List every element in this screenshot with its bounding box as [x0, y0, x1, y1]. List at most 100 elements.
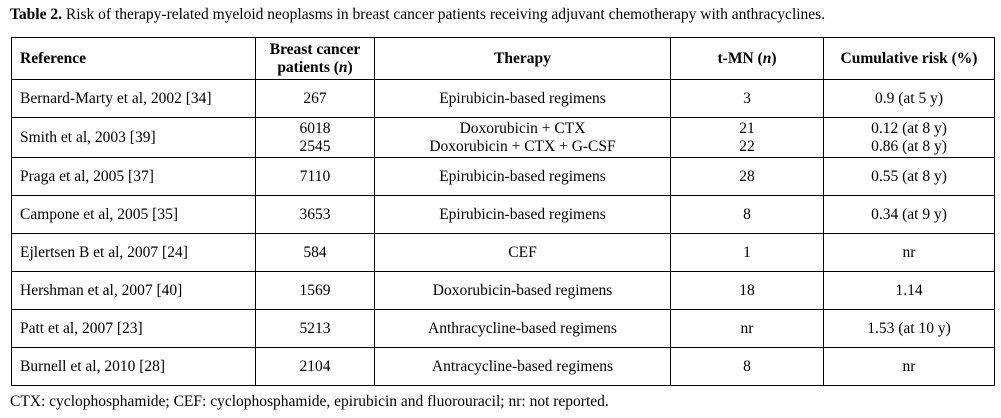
cell-therapy-line: CEF	[508, 244, 537, 261]
table-row: Praga et al, 2005 [37] 7110 Epirubicin-bas…	[11, 157, 995, 196]
cell-tmn-line: 8	[743, 358, 751, 375]
cell-tmn-line: 28	[739, 168, 755, 185]
cell-cumulative-risk: 0.9 (at 5 y)	[823, 79, 995, 118]
header-cumulative-risk: Cumulative risk (%)	[823, 37, 995, 80]
cell-patients: 5213	[255, 309, 375, 348]
cell-cumulative-risk-line: nr	[902, 358, 916, 375]
cell-cumulative-risk-line: 0.34 (at 9 y)	[871, 206, 947, 223]
cell-patients-line: 267	[303, 90, 327, 107]
cell-therapy-line: Epirubicin-based regimens	[439, 206, 606, 223]
cell-patients-line: 3653	[299, 206, 331, 223]
cell-reference: Campone et al, 2005 [35]	[11, 195, 256, 234]
cell-reference: Bernard-Marty et al, 2002 [34]	[11, 79, 256, 118]
cell-therapy: Epirubicin-based regimens	[374, 195, 671, 234]
cell-therapy: Doxorubicin-based regimens	[374, 271, 671, 310]
cell-reference: Hershman et al, 2007 [40]	[11, 271, 256, 310]
cell-cumulative-risk: nr	[823, 233, 995, 272]
cell-tmn: 3	[670, 79, 824, 118]
table-row: Patt et al, 2007 [23] 5213 Anthracycline-b…	[11, 309, 995, 348]
cell-cumulative-risk-line: 0.12 (at 8 y)	[871, 119, 947, 137]
cell-cumulative-risk-line: 1.53 (at 10 y)	[867, 320, 951, 337]
cell-therapy: Anthracycline-based regimens	[374, 309, 671, 348]
cell-patients: 7110	[255, 157, 375, 196]
cell-tmn: nr	[670, 309, 824, 348]
cell-patients: 267	[255, 79, 375, 118]
cell-therapy: Epirubicin-based regimens	[374, 157, 671, 196]
cell-tmn-line: 21	[739, 119, 755, 137]
table-row: Bernard-Marty et al, 2002 [34] 267 Epirubi…	[11, 79, 995, 118]
cell-therapy-line: Doxorubicin-based regimens	[432, 282, 613, 299]
cell-patients-line: 2104	[299, 358, 331, 375]
cell-tmn: 21 22	[670, 117, 824, 158]
header-patients-line2-post: )	[347, 58, 353, 76]
header-tmn: t-MN (n)	[670, 37, 824, 80]
cell-patients: 2104	[255, 347, 375, 386]
cell-tmn: 28	[670, 157, 824, 196]
cell-tmn-line: nr	[740, 320, 754, 337]
header-patients-line1: Breast cancer	[269, 40, 361, 58]
cell-tmn-line: 18	[739, 282, 755, 299]
cell-therapy-line: Epirubicin-based regimens	[439, 168, 606, 185]
header-reference: Reference	[11, 37, 256, 80]
cell-cumulative-risk: nr	[823, 347, 995, 386]
cell-patients-line: 6018	[299, 119, 331, 137]
table-caption-label: Table 2.	[10, 6, 62, 23]
cell-therapy-line: Anthracycline-based regimens	[428, 320, 617, 337]
cell-therapy-line: Antracycline-based regimens	[431, 358, 614, 375]
cell-tmn-line: 1	[743, 244, 751, 261]
cell-reference: Patt et al, 2007 [23]	[11, 309, 256, 348]
cell-patients-line: 1569	[299, 282, 331, 299]
cell-reference: Praga et al, 2005 [37]	[11, 157, 256, 196]
cell-cumulative-risk-line: 0.86 (at 8 y)	[871, 137, 947, 155]
cell-cumulative-risk: 0.55 (at 8 y)	[823, 157, 995, 196]
header-tmn-n: n	[762, 49, 772, 67]
cell-cumulative-risk: 0.34 (at 9 y)	[823, 195, 995, 234]
cell-cumulative-risk-line: 0.9 (at 5 y)	[874, 90, 943, 107]
cell-cumulative-risk-line: 0.55 (at 8 y)	[871, 168, 947, 185]
table-footnote: CTX: cyclophosphamide; CEF: cyclophospha…	[10, 393, 609, 410]
table-row: Campone et al, 2005 [35] 3653 Epirubicin-b…	[11, 195, 995, 234]
cell-patients-line: 5213	[299, 320, 331, 337]
cell-therapy-line: Epirubicin-based regimens	[439, 90, 606, 107]
header-patients-line2-pre: patients (	[277, 58, 339, 76]
cell-cumulative-risk-line: nr	[902, 244, 916, 261]
cell-cumulative-risk: 1.14	[823, 271, 995, 310]
cell-therapy-line: Doxorubicin + CTX + G-CSF	[429, 137, 616, 155]
cell-tmn-line: 8	[743, 206, 751, 223]
cell-patients: 6018 2545	[255, 117, 375, 158]
table-row: Smith et al, 2003 [39] 6018 2545 Doxorubici…	[11, 117, 995, 158]
cell-patients-line: 2545	[299, 137, 331, 155]
cell-tmn-line: 3	[743, 90, 751, 107]
cell-cumulative-risk: 1.53 (at 10 y)	[823, 309, 995, 348]
table-caption-text: Risk of therapy-related myeloid neoplasm…	[61, 6, 826, 23]
header-tmn-pre: t-MN (	[717, 49, 763, 67]
header-therapy: Therapy	[374, 37, 671, 80]
cell-tmn: 8	[670, 347, 824, 386]
cell-patients: 1569	[255, 271, 375, 310]
risk-table: Reference Breast cancer patients (n) The…	[11, 37, 995, 386]
cell-reference: Ejlertsen B et al, 2007 [24]	[11, 233, 256, 272]
cell-cumulative-risk-line: 1.14	[895, 282, 923, 299]
header-patients-n: n	[338, 58, 348, 76]
cell-tmn: 8	[670, 195, 824, 234]
table-caption: Table 2. Risk of therapy-related myeloid…	[10, 6, 825, 24]
cell-cumulative-risk: 0.12 (at 8 y) 0.86 (at 8 y)	[823, 117, 995, 158]
header-patients: Breast cancer patients (n)	[255, 37, 375, 80]
table-body: Bernard-Marty et al, 2002 [34] 267 Epirubi…	[11, 79, 995, 386]
cell-therapy: Antracycline-based regimens	[374, 347, 671, 386]
table-row: Ejlertsen B et al, 2007 [24] 584 CEF 1 nr	[11, 233, 995, 272]
cell-patients: 584	[255, 233, 375, 272]
cell-therapy-line: Doxorubicin + CTX	[459, 119, 586, 137]
cell-therapy: CEF	[374, 233, 671, 272]
cell-tmn: 18	[670, 271, 824, 310]
cell-tmn-line: 22	[739, 137, 755, 155]
table-row: Hershman et al, 2007 [40] 1569 Doxorubicin…	[11, 271, 995, 310]
cell-patients-line: 584	[303, 244, 327, 261]
cell-reference: Smith et al, 2003 [39]	[11, 117, 256, 158]
cell-patients: 3653	[255, 195, 375, 234]
cell-reference: Burnell et al, 2010 [28]	[11, 347, 256, 386]
header-patients-line2: patients (n)	[264, 59, 366, 77]
table-row: Burnell et al, 2010 [28] 2104 Antracycline…	[11, 347, 995, 386]
header-row: Reference Breast cancer patients (n) The…	[11, 37, 995, 80]
